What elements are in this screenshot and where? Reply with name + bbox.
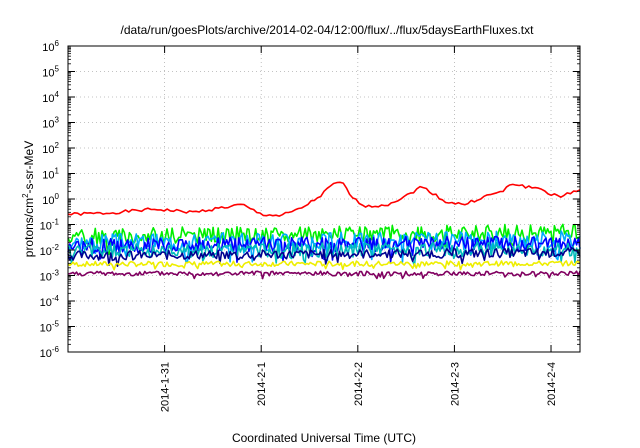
series-line [67,181,581,217]
y-axis-label-prefix: protons/cm [22,198,36,257]
y-tick-label: 10-2 [40,243,60,258]
y-axis-label-sup: 2 [21,193,30,198]
y-axis-label-suffix: -s-sr-MeV [22,141,36,194]
series-line [67,235,581,263]
y-tick-label: 101 [42,167,59,182]
y-tick-label: 10-6 [40,345,60,360]
y-tick-label: 105 [42,65,59,80]
grid [68,45,580,353]
y-tick-label: 103 [42,116,59,131]
y-axis-label: protons/cm2-s-sr-MeV [21,141,36,257]
x-tick-label: 2014-2-1 [256,362,268,406]
y-tick-label: 10-5 [40,320,60,335]
y-axis: 10-6 10-5 10-4 10-3 10-2 10-1 100 101 102 103 104 1… [40,39,580,360]
x-axis: 2014-1-31 2014-2-1 2014-2-2 2014-2-3 2014-2-… [160,46,558,412]
x-tick-label: 2014-2-4 [546,362,558,406]
series-line [67,260,581,271]
y-tick-label: 10-3 [40,269,60,284]
series-line [67,270,581,280]
x-tick-label: 2014-2-3 [449,362,461,406]
y-tick-label: 10-1 [40,218,60,233]
x-tick-label: 2014-1-31 [160,362,172,412]
y-tick-label: 10-4 [40,294,60,309]
x-axis-label: Coordinated Universal Time (UTC) [232,431,416,445]
chart-title: /data/run/goesPlots/archive/2014-02-04/1… [121,23,535,37]
y-tick-label: 100 [42,192,59,207]
series-layer [67,181,581,280]
y-tick-label: 102 [42,141,59,156]
series-line [67,247,581,267]
x-tick-label: 2014-2-2 [353,362,365,406]
y-tick-label: 104 [42,90,59,105]
y-tick-label: 106 [42,39,59,54]
